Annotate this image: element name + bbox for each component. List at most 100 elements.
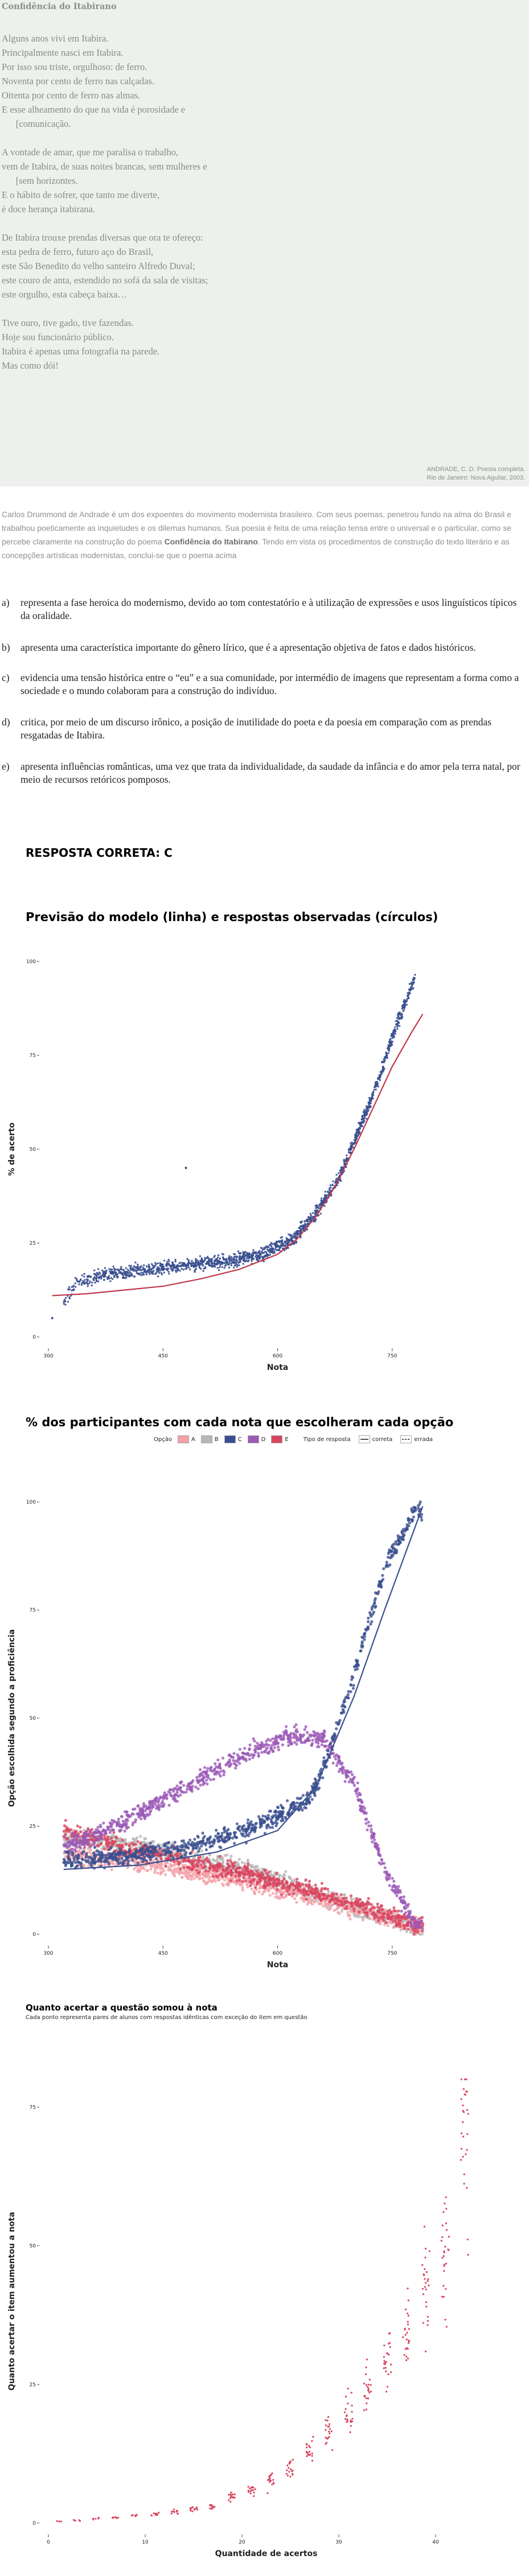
chart1-point	[358, 1130, 361, 1133]
chart2-point	[188, 1860, 191, 1864]
chart1-point	[326, 1194, 328, 1196]
chart1-point	[152, 1267, 154, 1270]
chart1-point	[272, 1252, 274, 1254]
chart2-point	[181, 1790, 184, 1794]
chart1-point	[83, 1283, 86, 1285]
chart1-point	[63, 1298, 66, 1301]
chart2-point	[225, 1871, 229, 1874]
chart1-point	[320, 1197, 323, 1200]
chart2-point	[380, 1908, 384, 1912]
chart2-point	[200, 1865, 204, 1869]
alternative-text: representa a fase heroica do modernismo,…	[20, 597, 517, 621]
alternative-letter: e)	[2, 761, 10, 772]
chart2-point	[63, 1838, 66, 1842]
chart2-point	[352, 1909, 356, 1913]
chart2-point	[288, 1886, 291, 1890]
chart2-point	[420, 1933, 424, 1936]
chart2-point	[192, 1877, 196, 1880]
poem-line	[2, 216, 208, 230]
chart1-point	[300, 1225, 303, 1228]
chart1-point	[401, 1006, 404, 1009]
chart1-point	[307, 1216, 310, 1219]
chart2-point	[341, 1904, 345, 1907]
poem-line: Oitenta por cento de ferro nas almas.	[2, 90, 141, 101]
chart1-point	[219, 1262, 221, 1264]
chart2-point	[221, 1859, 224, 1863]
chart1-point	[78, 1283, 80, 1286]
chart2-point	[190, 1859, 194, 1863]
chart2-point	[134, 1843, 137, 1846]
chart1-point	[232, 1266, 235, 1269]
chart2-point	[310, 1902, 314, 1906]
chart2-point	[146, 1869, 149, 1872]
chart2-point	[322, 1897, 326, 1901]
chart2-point	[164, 1864, 167, 1868]
chart2-point	[167, 1855, 170, 1858]
chart2-point	[320, 1881, 323, 1885]
chart1-point	[256, 1258, 258, 1261]
chart2-point	[183, 1872, 187, 1875]
chart2-ytick-label: 50	[30, 1716, 36, 1722]
poem-line: [comunicação.	[2, 118, 71, 129]
chart1-point	[350, 1147, 352, 1150]
chart1-point	[228, 1256, 231, 1259]
chart2-point	[162, 1869, 166, 1873]
chart2-point	[278, 1874, 282, 1877]
chart1-point	[342, 1166, 345, 1169]
chart1-point	[375, 1085, 378, 1088]
chart1-point	[100, 1277, 102, 1280]
chart1-point	[201, 1258, 203, 1261]
chart2-point	[211, 1875, 215, 1878]
chart1-point	[112, 1271, 114, 1273]
chart1-point	[174, 1269, 177, 1272]
chart2-point	[301, 1741, 305, 1744]
chart1-point	[227, 1263, 229, 1265]
chart2-point	[261, 1892, 264, 1896]
chart2-point	[269, 1886, 272, 1889]
alternative-letter: d)	[2, 716, 10, 728]
chart2-point	[227, 1864, 231, 1868]
chart2-point	[208, 1863, 212, 1866]
chart2-point	[248, 1873, 251, 1877]
chart1-point	[361, 1125, 364, 1128]
chart2-point	[343, 1907, 347, 1910]
chart1-point	[382, 1061, 384, 1063]
chart1-point	[188, 1261, 190, 1263]
chart2-point	[335, 1898, 339, 1901]
chart1-point	[175, 1271, 178, 1273]
chart1-point	[215, 1262, 217, 1265]
chart1-point	[383, 1069, 385, 1071]
chart1-title: Previsão do modelo (linha) e respostas o…	[26, 910, 438, 924]
chart1-xlabel: Nota	[267, 1363, 288, 1372]
chart2-point	[392, 1906, 396, 1909]
chart2-point	[250, 1870, 253, 1873]
chart2-point	[268, 1876, 272, 1880]
chart1-point	[117, 1275, 119, 1278]
alternative-text: critica, por meio de um discurso irônico…	[20, 716, 492, 741]
chart1-point	[110, 1277, 112, 1279]
chart2-point	[231, 1866, 235, 1869]
chart2-point	[238, 1762, 241, 1765]
chart2-point	[142, 1840, 145, 1844]
chart1-point	[262, 1257, 265, 1259]
chart2-point	[154, 1865, 158, 1869]
chart1-point	[273, 1252, 276, 1254]
chart2-point	[195, 1868, 198, 1872]
chart1-point	[223, 1266, 225, 1269]
chart2-point	[102, 1847, 106, 1851]
chart2-point	[167, 1865, 171, 1869]
chart2-point	[70, 1842, 73, 1845]
chart1-point	[309, 1212, 311, 1215]
chart1-point	[111, 1278, 114, 1280]
chart2-point	[354, 1901, 357, 1904]
chart1-point	[253, 1251, 255, 1254]
chart1-point	[207, 1263, 210, 1265]
chart1-point	[388, 1039, 391, 1041]
chart2-point	[358, 1902, 362, 1905]
chart1-point	[331, 1184, 334, 1187]
chart2-point	[309, 1886, 313, 1890]
chart1-point	[97, 1268, 100, 1270]
chart2-point	[345, 1896, 348, 1900]
chart1-point	[239, 1252, 241, 1255]
chart1-point	[263, 1248, 265, 1250]
